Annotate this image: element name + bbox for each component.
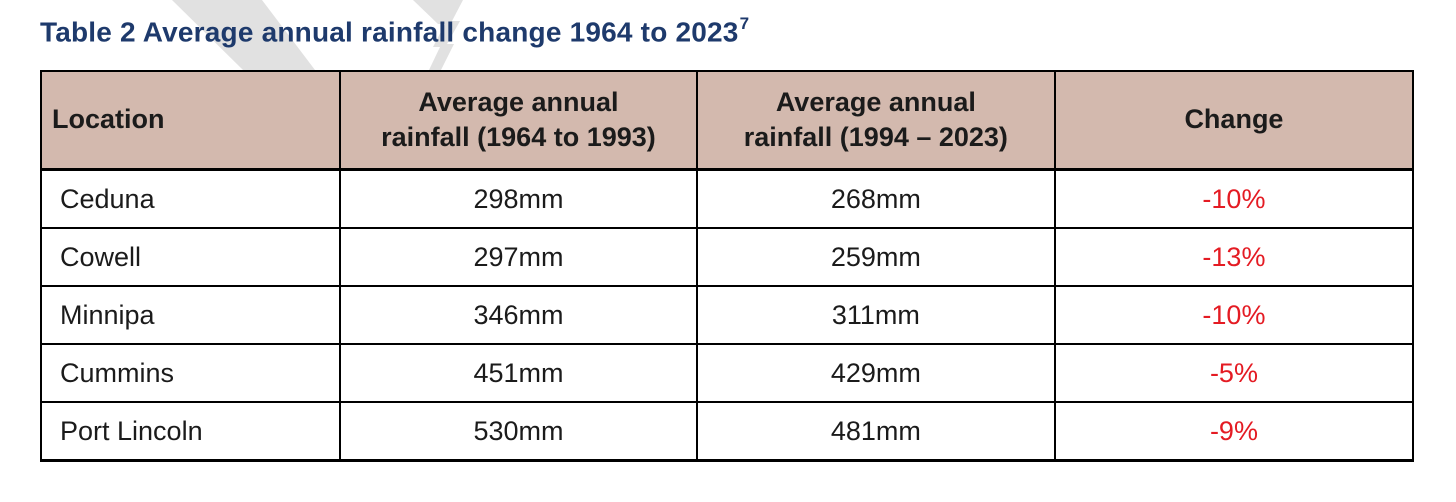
header-change: Change — [1053, 70, 1415, 171]
cell-rainfall-1994-2023: 259mm — [695, 227, 1056, 287]
cell-rainfall-1994-2023: 268mm — [695, 168, 1056, 229]
cell-rainfall-1964-1993: 298mm — [339, 168, 698, 229]
cell-rainfall-1994-2023: 311mm — [695, 285, 1056, 345]
table-header-row: Location Average annual rainfall (1964 t… — [39, 70, 1415, 171]
cell-location: Minnipa — [39, 285, 342, 345]
table-title-text: Table 2 Average annual rainfall change 1… — [40, 16, 739, 48]
header-rainfall-1964-1993: Average annual rainfall (1964 to 1993) — [339, 70, 698, 171]
header-location-label: Location — [52, 104, 165, 135]
cell-location: Port Lincoln — [39, 401, 342, 462]
cell-location: Cummins — [39, 343, 342, 403]
cell-change: -5% — [1053, 343, 1415, 403]
header-rainfall-1994-line1: Average annual — [775, 86, 976, 117]
cell-rainfall-1964-1993: 451mm — [339, 343, 698, 403]
header-rainfall-1994-line2: rainfall (1994 – 2023) — [743, 122, 1008, 152]
table-row: Cummins 451mm 429mm -5% — [39, 343, 1415, 403]
watermark-zigzag-bolt — [413, 0, 463, 70]
table-row: Minnipa 346mm 311mm -10% — [39, 285, 1415, 345]
header-rainfall-1964-line1: Average annual — [418, 86, 619, 117]
cell-rainfall-1964-1993: 530mm — [339, 401, 698, 462]
table-title: Table 2 Average annual rainfall change 1… — [40, 14, 750, 48]
header-location: Location — [39, 70, 342, 171]
cell-change: -10% — [1053, 168, 1415, 229]
rainfall-table: Location Average annual rainfall (1964 t… — [39, 70, 1415, 462]
cell-change: -13% — [1053, 227, 1415, 287]
footnote-superscript: 7 — [739, 14, 750, 33]
watermark-diagonal-band — [172, 0, 315, 70]
header-change-label: Change — [1184, 104, 1284, 135]
cell-change: -10% — [1053, 285, 1415, 345]
cell-location: Ceduna — [39, 168, 342, 229]
cell-rainfall-1994-2023: 429mm — [695, 343, 1056, 403]
cell-rainfall-1994-2023: 481mm — [695, 401, 1056, 462]
cell-rainfall-1964-1993: 346mm — [339, 285, 698, 345]
cell-change: -9% — [1053, 401, 1415, 462]
header-rainfall-1994-2023: Average annual rainfall (1994 – 2023) — [695, 70, 1056, 171]
cell-rainfall-1964-1993: 297mm — [339, 227, 698, 287]
table-row: Port Lincoln 530mm 481mm -9% — [39, 401, 1415, 462]
cell-location: Cowell — [39, 227, 342, 287]
table-body: Ceduna 298mm 268mm -10% Cowell 297mm 259… — [39, 168, 1415, 462]
table-row: Cowell 297mm 259mm -13% — [39, 227, 1415, 287]
table-row: Ceduna 298mm 268mm -10% — [39, 168, 1415, 229]
header-rainfall-1964-line2: rainfall (1964 to 1993) — [381, 122, 656, 152]
